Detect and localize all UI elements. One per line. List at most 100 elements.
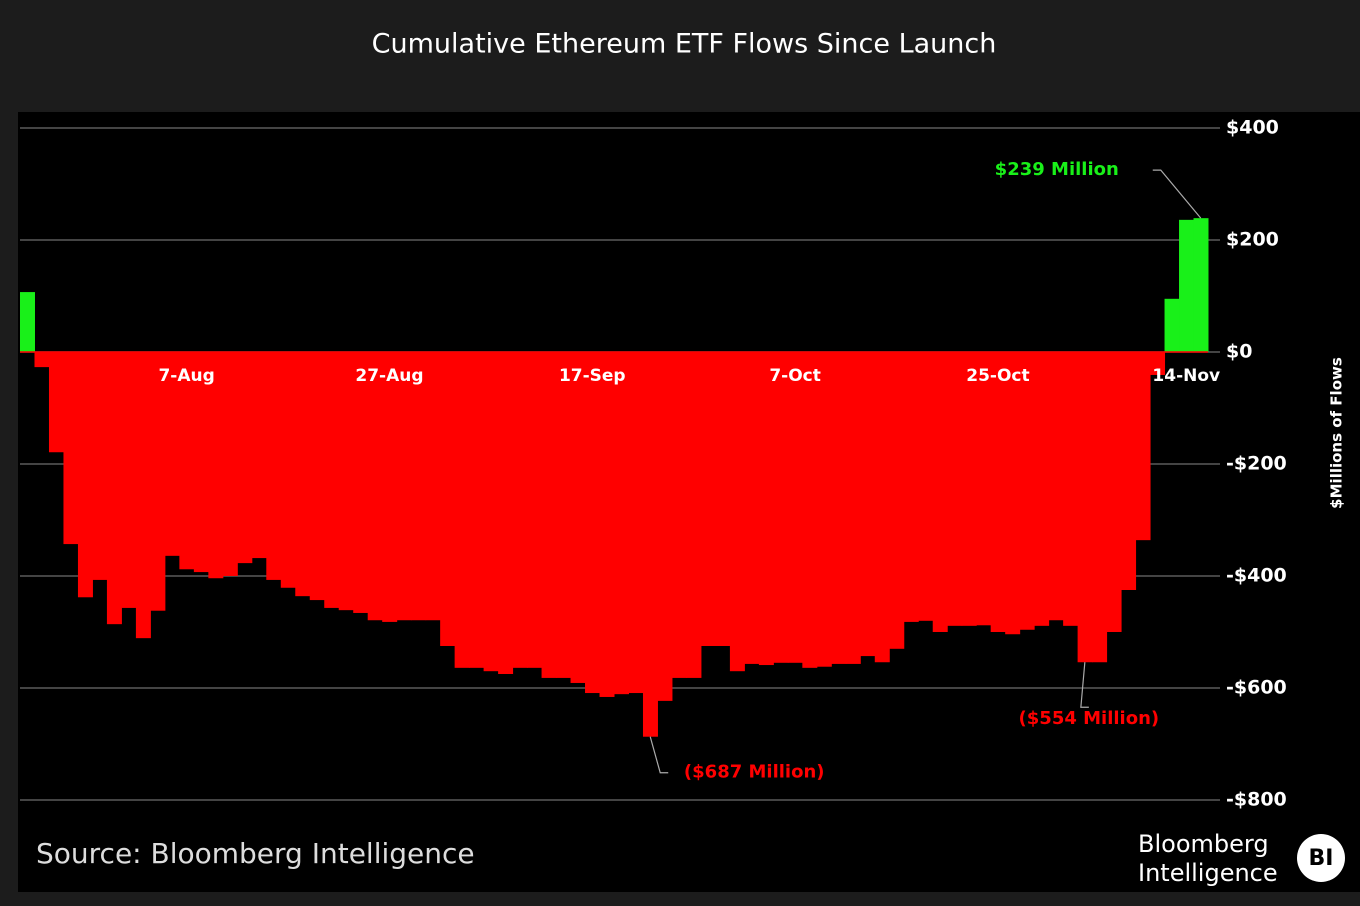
bar: [787, 352, 803, 663]
y-tick-label: -$800: [1226, 789, 1287, 811]
x-tick-label: 27-Aug: [355, 366, 423, 386]
bar: [816, 352, 832, 667]
bar: [642, 352, 658, 737]
bar: [657, 352, 673, 701]
bar: [280, 352, 296, 588]
brand-line: Bloomberg: [1138, 830, 1269, 858]
bar: [1150, 352, 1166, 375]
bar: [483, 352, 499, 672]
y-tick-label: -$200: [1226, 453, 1287, 475]
bar: [831, 352, 847, 664]
bar: [367, 352, 383, 621]
bar: [498, 352, 514, 674]
bar: [208, 352, 224, 579]
bar: [1077, 352, 1093, 663]
bar: [758, 352, 774, 666]
bar: [48, 352, 64, 453]
bar: [961, 352, 977, 626]
bar: [1005, 352, 1021, 635]
bar: [715, 352, 731, 646]
bar: [396, 352, 412, 621]
bar: [599, 352, 615, 697]
bar: [802, 352, 818, 668]
bar: [512, 352, 528, 668]
brand-badge: [1297, 834, 1345, 882]
bar: [251, 352, 267, 559]
bar: [541, 352, 557, 678]
leader-line: [1080, 662, 1089, 708]
bar: [454, 352, 470, 668]
bar: [1063, 352, 1079, 626]
bar: [556, 352, 572, 678]
bar: [469, 352, 485, 668]
x-tick-label: 7-Aug: [158, 366, 214, 386]
bar: [1135, 352, 1151, 541]
bar: [1179, 219, 1195, 352]
bar: [1193, 218, 1209, 352]
bar: [77, 352, 93, 598]
bar: [729, 352, 745, 672]
bar: [860, 352, 876, 657]
bar: [135, 352, 151, 639]
leader-line: [649, 736, 669, 774]
bar: [932, 352, 948, 632]
bar: [92, 352, 108, 580]
bar: [976, 352, 992, 626]
bar: [1092, 352, 1108, 663]
bar: [1019, 352, 1035, 630]
bar: [1106, 352, 1122, 632]
bar: [295, 352, 311, 597]
data-label: ($554 Million): [1019, 708, 1160, 729]
data-label: $239 Million: [995, 159, 1119, 180]
y-tick-label: $400: [1226, 117, 1279, 139]
bar: [918, 352, 934, 621]
bar: [193, 352, 209, 573]
y-tick-label: -$400: [1226, 565, 1287, 587]
y-axis-label: $Millions of Flows: [1328, 357, 1346, 509]
bar: [425, 352, 441, 621]
bar: [903, 352, 919, 622]
source: Source: Bloomberg Intelligence: [36, 837, 475, 870]
bar: [121, 352, 137, 608]
bar: [222, 352, 238, 576]
x-tick-label: 14-Nov: [1152, 366, 1220, 386]
bar: [845, 352, 861, 664]
bar: [266, 352, 282, 580]
bar: [150, 352, 166, 611]
leader-line: [1152, 169, 1202, 219]
bar: [527, 352, 543, 668]
bar: [889, 352, 905, 649]
bar: [614, 352, 629, 695]
bar: [324, 352, 340, 608]
bar: [338, 352, 354, 611]
brand-badge-text: BI: [1309, 846, 1334, 871]
bar: [947, 352, 963, 626]
bar: [570, 352, 586, 683]
brand-line: Intelligence: [1138, 859, 1278, 887]
bar: [106, 352, 122, 625]
bar: [20, 292, 35, 352]
data-label: ($687 Million): [684, 762, 825, 783]
bar: [585, 352, 601, 694]
chart-title: Cumulative Ethereum ETF Flows Since Laun…: [372, 29, 997, 60]
bar: [744, 352, 760, 664]
bar: [164, 352, 180, 556]
bar: [309, 352, 325, 601]
bar: [382, 352, 398, 622]
bar: [1048, 352, 1064, 621]
bar: [353, 352, 369, 613]
x-tick-label: 25-Oct: [966, 366, 1029, 386]
bar: [34, 352, 50, 368]
y-tick-label: $200: [1226, 229, 1279, 251]
bar: [1034, 352, 1050, 626]
bar: [773, 352, 789, 663]
bar: [671, 352, 687, 678]
bar: [179, 352, 195, 570]
bar: [874, 352, 890, 663]
y-tick-label: -$600: [1226, 677, 1287, 699]
bar: [63, 352, 79, 545]
y-tick-label: $0: [1226, 341, 1252, 363]
bar: [440, 352, 456, 646]
bar: [237, 352, 253, 564]
